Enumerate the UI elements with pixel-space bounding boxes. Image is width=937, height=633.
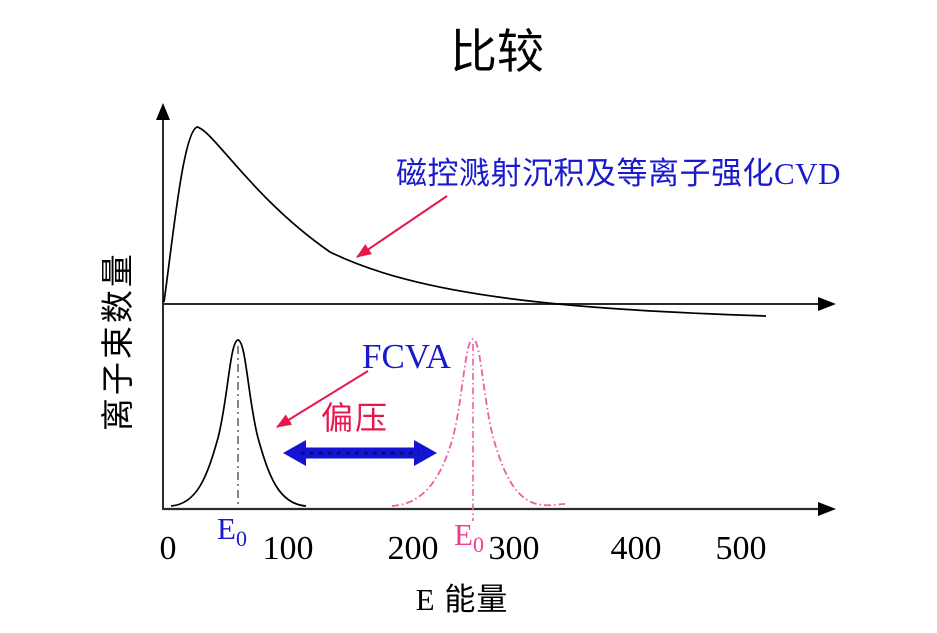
e0-label-biased-main: E: [454, 517, 473, 552]
y-axis-arrowhead-icon: [156, 103, 170, 120]
broad-distribution-curve: [163, 126, 767, 317]
page-title: 比较: [450, 27, 544, 79]
e0-label-fcva-sub: 0: [235, 526, 247, 552]
x-tick-400: 400: [610, 530, 662, 567]
fcva-annotation: FCVA: [362, 337, 451, 376]
y-axis-label: 离子束数量: [100, 251, 137, 432]
x-tick-500: 500: [715, 530, 767, 567]
e0-label-biased-sub: 0: [472, 532, 484, 558]
x-tick-0: 0: [159, 530, 177, 567]
biased-peak-curve: [391, 338, 566, 507]
x-tick-200: 200: [387, 530, 439, 567]
fcva-peak-curve: [170, 339, 307, 507]
mid-x-axis-arrowhead-icon: [818, 297, 836, 311]
x-axis-label: E 能量: [415, 582, 509, 617]
bias-annotation: 偏压: [321, 400, 390, 436]
e0-label-biased: E0: [454, 517, 484, 556]
bottom-x-axis-arrowhead-icon: [818, 502, 836, 516]
red-arrow-to-fcva-peak-icon: [276, 370, 369, 428]
x-tick-300: 300: [488, 530, 540, 567]
e0-label-fcva: E0: [217, 511, 247, 550]
bias-double-arrow-right-head-icon: [414, 440, 437, 466]
broad-curve-annotation: 磁控溅射沉积及等离子强化CVD: [396, 156, 841, 191]
x-tick-100: 100: [262, 530, 314, 567]
e0-label-fcva-main: E: [217, 511, 236, 546]
bias-double-arrow-left-head-icon: [283, 440, 306, 466]
red-arrow-to-broad-curve-icon: [356, 195, 448, 258]
